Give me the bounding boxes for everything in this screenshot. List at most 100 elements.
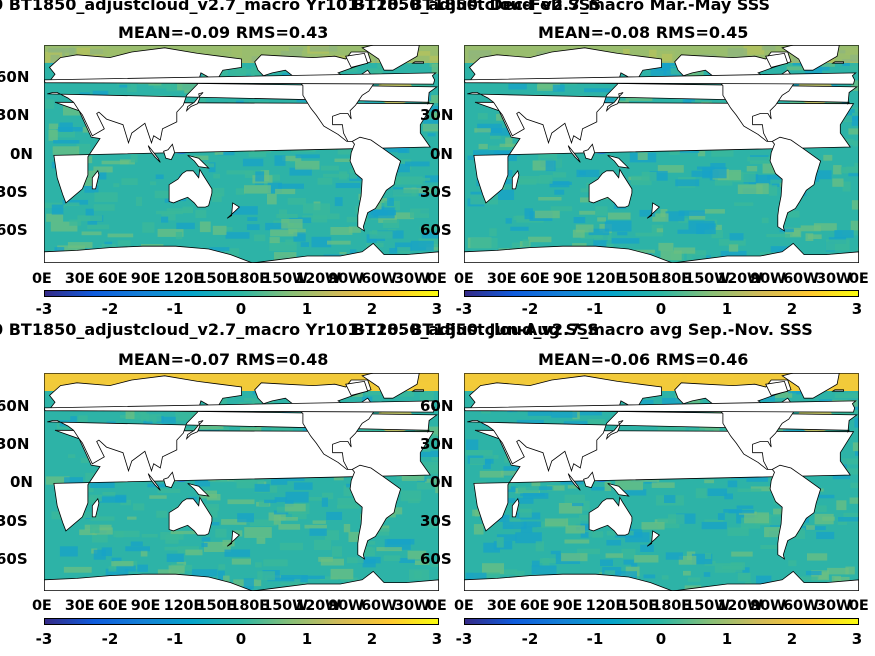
field-cell — [575, 524, 600, 529]
field-cell — [322, 492, 334, 500]
field-cell — [841, 458, 859, 465]
field-cell — [267, 182, 282, 194]
field-cell — [489, 145, 513, 151]
field-cell — [473, 150, 500, 158]
field-cell — [465, 572, 487, 581]
field-cell — [836, 500, 847, 511]
field-cell — [804, 67, 823, 78]
field-cell — [520, 526, 533, 533]
field-cell — [851, 200, 859, 210]
field-cell — [422, 177, 431, 181]
field-cell — [419, 391, 434, 402]
field-cell — [517, 497, 534, 504]
lon-tick: 150E — [618, 271, 659, 287]
field-cell — [666, 68, 687, 75]
field-cell — [69, 219, 82, 226]
field-cell — [392, 189, 419, 197]
field-cell — [51, 204, 64, 215]
field-cell — [274, 497, 287, 503]
panel-2-map — [464, 45, 859, 263]
field-cell — [508, 83, 527, 90]
field-cell — [84, 177, 94, 186]
field-cell — [834, 576, 850, 582]
field-cell — [224, 248, 240, 258]
field-cell — [564, 539, 590, 544]
field-cell — [499, 143, 525, 148]
field-cell — [519, 508, 532, 518]
field-cell — [532, 160, 555, 171]
field-cell — [175, 410, 200, 421]
field-cell — [270, 474, 288, 485]
field-cell — [295, 154, 320, 159]
field-cell — [483, 459, 491, 469]
field-cell — [600, 559, 613, 567]
field-cell — [580, 197, 594, 203]
field-cell — [389, 163, 410, 173]
land-new_guinea — [607, 483, 630, 497]
lon-tick: 150W — [684, 598, 730, 614]
field-cell — [243, 578, 254, 589]
colorbar-tick: -2 — [521, 630, 539, 648]
field-cell — [396, 176, 423, 185]
field-cell — [141, 534, 158, 538]
field-cell — [537, 84, 558, 91]
field-cell — [59, 546, 78, 557]
field-cell — [511, 242, 522, 253]
field-cell — [723, 509, 743, 513]
lon-tick: 120W — [717, 271, 763, 287]
field-cell — [113, 183, 120, 188]
field-cell — [817, 170, 832, 180]
lon-tick: 150W — [262, 598, 308, 614]
field-cell — [130, 154, 138, 163]
colorbar-tick: -1 — [166, 300, 184, 318]
field-cell — [95, 169, 107, 180]
field-cell — [744, 512, 769, 524]
field-cell — [267, 193, 277, 205]
field-cell — [107, 233, 134, 238]
field-cell — [48, 123, 58, 130]
colorbar-tick: -3 — [35, 630, 53, 648]
field-cell — [717, 513, 725, 520]
field-cell — [46, 213, 64, 222]
field-cell — [224, 549, 251, 557]
field-cell — [731, 551, 753, 557]
lat-tick-60s: 60S — [420, 550, 452, 568]
field-cell — [360, 547, 375, 556]
field-cell — [208, 247, 230, 252]
field-cell — [337, 498, 358, 508]
field-cell — [705, 553, 712, 559]
field-cell — [678, 555, 697, 565]
field-cell — [761, 217, 769, 224]
field-cell — [747, 156, 770, 162]
field-cell — [65, 202, 80, 206]
field-cell — [665, 552, 683, 560]
land-uk — [464, 72, 857, 85]
field-cell — [848, 128, 859, 135]
field-cell — [490, 127, 518, 136]
field-cell — [538, 197, 562, 201]
field-cell — [656, 62, 670, 71]
field-cell — [551, 412, 578, 418]
field-cell — [361, 541, 376, 545]
field-cell — [143, 419, 153, 427]
field-cell — [400, 490, 422, 502]
field-cell — [855, 451, 859, 456]
field-cell — [76, 143, 91, 155]
field-cell — [212, 193, 222, 202]
field-cell — [677, 229, 705, 234]
land-europe_asia — [467, 375, 859, 473]
lon-tick: 0E — [454, 598, 474, 614]
field-cell — [257, 571, 275, 581]
lat-tick-30n: 30N — [0, 106, 30, 124]
field-cell — [130, 411, 147, 420]
lon-tick: 60E — [519, 598, 550, 614]
field-cell — [223, 575, 230, 584]
map-frame — [44, 373, 439, 591]
lat-tick-0n: 0N — [10, 145, 33, 163]
field-cell — [656, 228, 664, 233]
field-cell — [414, 560, 430, 565]
field-cell — [750, 486, 778, 492]
lon-tick: 30E — [486, 598, 517, 614]
field-cell — [482, 563, 504, 574]
field-cell — [546, 485, 565, 491]
